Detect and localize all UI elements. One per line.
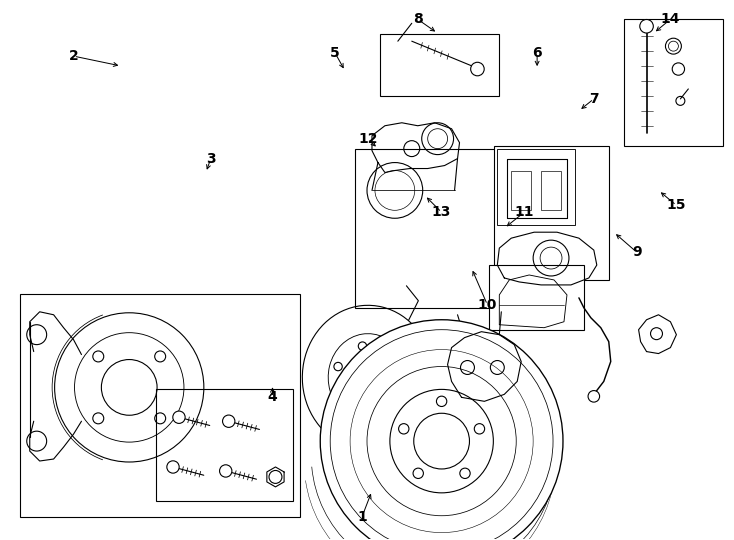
Text: 5: 5: [330, 46, 340, 60]
Circle shape: [219, 465, 232, 477]
Text: 6: 6: [532, 46, 542, 60]
Circle shape: [167, 461, 179, 473]
Text: 13: 13: [432, 205, 451, 219]
Text: 14: 14: [661, 12, 680, 26]
Text: 11: 11: [515, 205, 534, 219]
Text: 15: 15: [666, 198, 686, 212]
Bar: [380, 34, 499, 96]
Text: 10: 10: [478, 298, 497, 312]
Text: 1: 1: [357, 510, 367, 524]
Circle shape: [172, 411, 185, 423]
Bar: [624, 19, 723, 146]
Circle shape: [640, 19, 653, 33]
Text: 12: 12: [358, 132, 378, 146]
Text: 8: 8: [413, 12, 423, 26]
Bar: [512, 171, 531, 210]
Text: 7: 7: [589, 92, 599, 106]
Text: 9: 9: [632, 245, 642, 259]
Bar: [355, 148, 509, 308]
Circle shape: [588, 390, 600, 402]
Circle shape: [320, 320, 563, 540]
Bar: [498, 148, 575, 225]
Bar: [20, 294, 300, 517]
Bar: [490, 265, 584, 330]
Text: 3: 3: [206, 152, 216, 166]
Bar: [156, 389, 294, 501]
Circle shape: [222, 415, 235, 427]
Bar: [494, 146, 608, 280]
Text: 4: 4: [268, 390, 277, 404]
Circle shape: [269, 470, 282, 483]
Text: 2: 2: [69, 49, 79, 63]
Bar: [541, 171, 561, 210]
Circle shape: [470, 62, 484, 76]
